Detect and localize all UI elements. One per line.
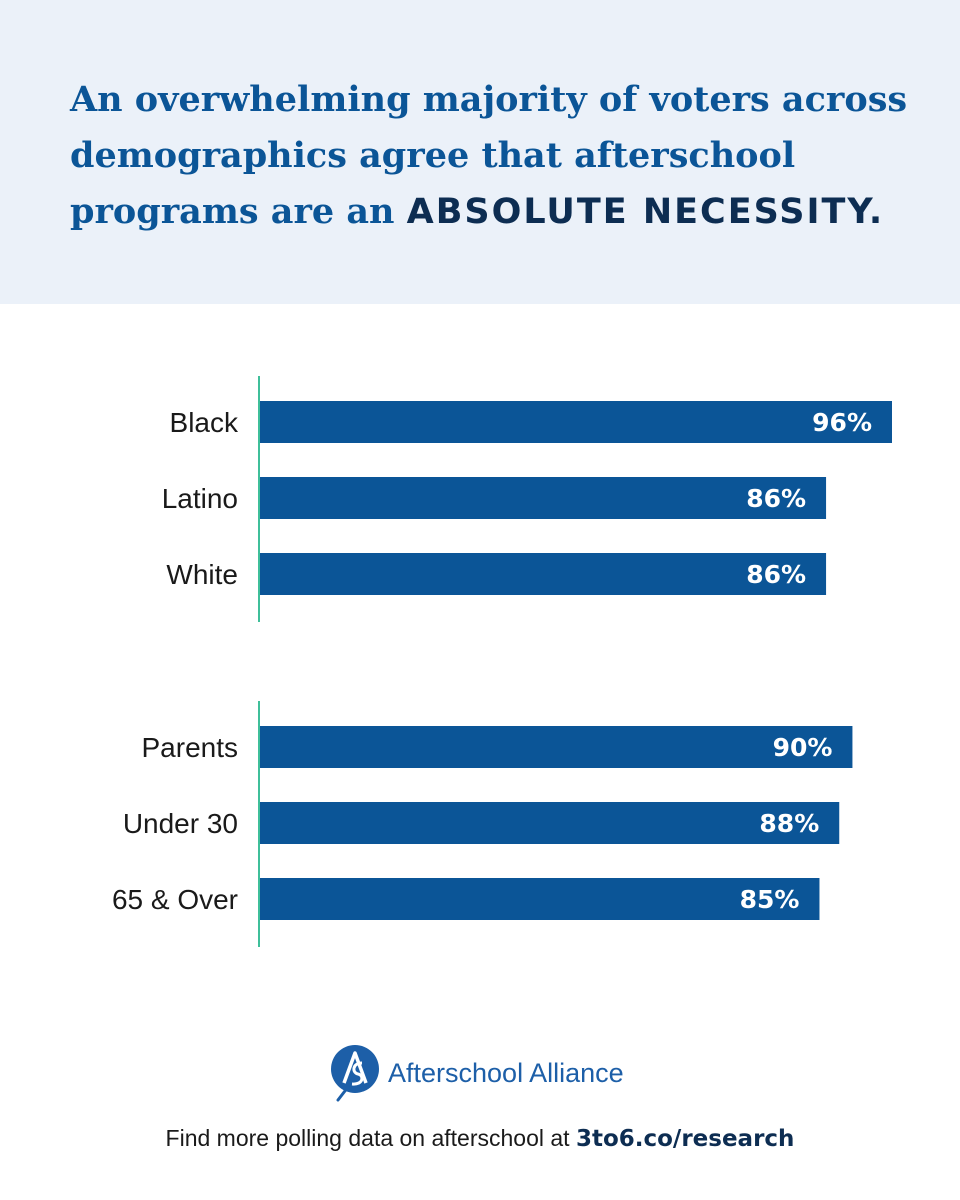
- chart-root: Black 96% Latino 86% White 86% Parents 90% Under…: [112, 376, 892, 947]
- value-label: 86%: [746, 560, 806, 589]
- headline: An overwhelming majority of voters acros…: [70, 72, 910, 240]
- bar: [259, 802, 840, 844]
- research-link[interactable]: 3to6.co/research: [575, 1126, 795, 1152]
- bar: [259, 401, 892, 443]
- bar: [259, 878, 820, 920]
- logo-text: Afterschool Alliance: [388, 1057, 624, 1088]
- value-label: 90%: [773, 733, 833, 762]
- footer: Find more polling data on afterschool at…: [0, 1125, 960, 1152]
- afterschool-alliance-logo[interactable]: Afterschool Alliance: [330, 1043, 624, 1103]
- footer-text: Find more polling data on afterschool at: [165, 1125, 576, 1151]
- value-label: 85%: [740, 885, 800, 914]
- value-label: 96%: [812, 408, 872, 437]
- category-label: 65 & Over: [112, 884, 238, 915]
- bar: [259, 477, 827, 519]
- category-label: Parents: [142, 732, 239, 763]
- category-label: White: [166, 559, 238, 590]
- headline-text: An overwhelming majority of voters acros…: [70, 79, 908, 232]
- afterschool-alliance-logo-icon: [331, 1045, 379, 1102]
- header-banner: An overwhelming majority of voters acros…: [0, 0, 960, 304]
- category-label: Black: [170, 407, 239, 438]
- bar: [259, 553, 827, 595]
- value-label: 86%: [746, 484, 806, 513]
- bar-chart: Black 96% Latino 86% White 86% Parents 90% Under…: [112, 376, 892, 947]
- category-label: Under 30: [123, 808, 238, 839]
- category-label: Latino: [162, 483, 238, 514]
- headline-emphasis: ABSOLUTE NECESSITY.: [406, 192, 885, 232]
- value-label: 88%: [759, 809, 819, 838]
- bar: [259, 726, 853, 768]
